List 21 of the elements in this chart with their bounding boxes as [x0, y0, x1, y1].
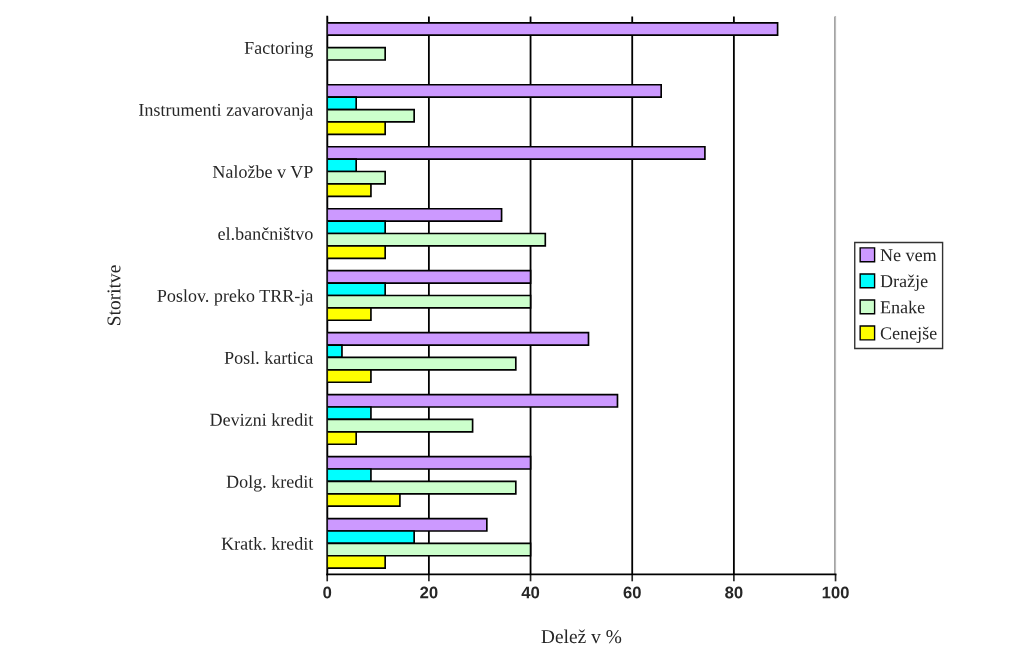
y-tick-label: Instrumenti zavarovanja: [139, 103, 314, 120]
x-tick-label: 80: [725, 586, 743, 599]
y-tick-label: Poslov. preko TRR-ja: [157, 289, 314, 306]
y-tick-label: Factoring: [244, 41, 313, 58]
y-axis-title: Storitve: [107, 265, 121, 325]
legend-label: Ne vem: [880, 249, 937, 262]
legend-label: Cenejše: [880, 326, 937, 344]
x-tick-label: 40: [521, 586, 540, 599]
y-tick-label: Kratk. kredit: [221, 537, 314, 550]
x-axis-title: Delež v %: [541, 629, 622, 644]
y-tick-label: Posl. kartica: [224, 351, 314, 364]
y-tick-label: Dolg. kredit: [226, 475, 314, 492]
x-tick-label: 0: [323, 586, 332, 599]
x-tick-label: 100: [822, 586, 849, 599]
y-tick-label: el.bančništvo: [218, 227, 313, 241]
x-tick-label: 60: [623, 586, 641, 599]
y-tick-label: Naložbe v VP: [212, 165, 313, 179]
legend-label: Enake: [880, 300, 925, 314]
legend-label: Dražje: [880, 274, 928, 291]
x-tick-label: 20: [420, 586, 438, 599]
y-tick-label: Devizni kredit: [210, 413, 314, 426]
